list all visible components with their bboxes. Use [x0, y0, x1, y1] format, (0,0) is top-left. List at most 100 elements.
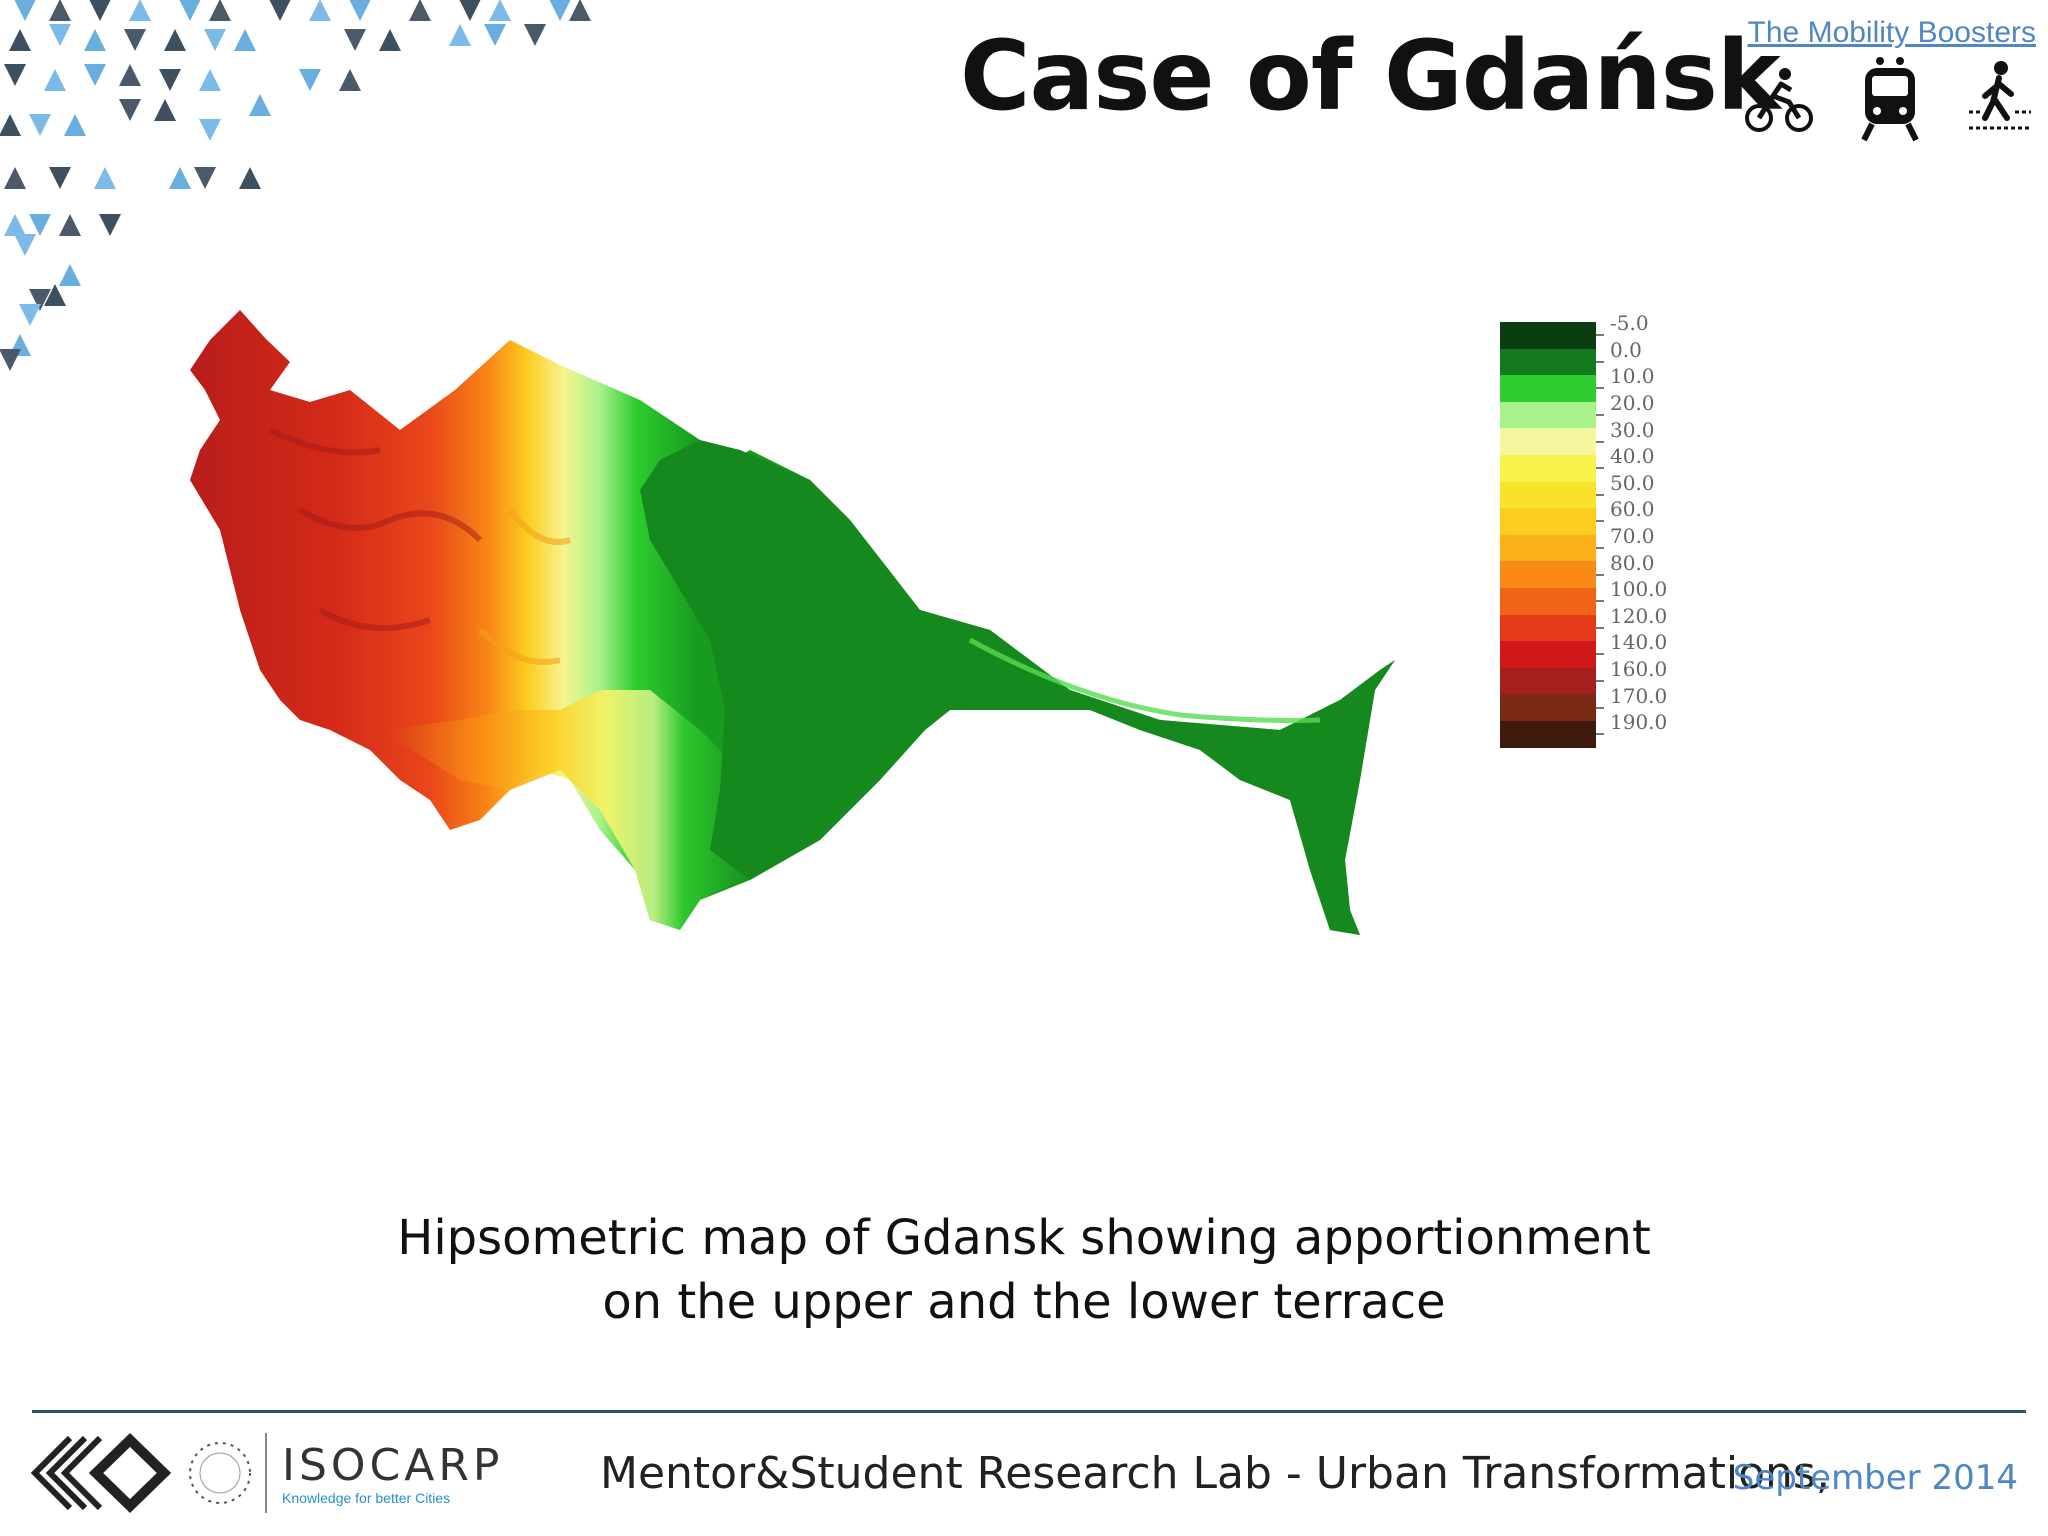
legend-tick [1596, 547, 1604, 550]
legend-swatch [1500, 481, 1596, 509]
legend-label: 170.0 [1610, 683, 1668, 708]
footer-logos [30, 1433, 267, 1513]
triangle-shape [204, 29, 226, 51]
legend-tick [1596, 626, 1604, 629]
triangle-shape [449, 24, 471, 46]
legend-swatch [1500, 322, 1596, 349]
triangle-shape [99, 214, 121, 236]
triangle-shape [309, 0, 331, 21]
triangle-shape [199, 119, 221, 141]
triangle-shape [199, 69, 221, 91]
triangle-shape [524, 24, 546, 46]
triangle-shape [379, 29, 401, 51]
triangle-shape [249, 94, 271, 116]
legend-swatch [1500, 348, 1596, 376]
legend-swatch [1500, 454, 1596, 482]
legend-tick [1596, 680, 1604, 683]
tram-icon [1861, 57, 1919, 142]
legend-row: 100.0 [1500, 577, 1667, 615]
legend-swatch [1500, 694, 1596, 721]
triangle-shape [49, 167, 71, 189]
legend-tick [1596, 334, 1604, 337]
footer-date: September 2014 [1732, 1458, 2018, 1498]
legend-row: 70.0 [1500, 524, 1667, 562]
footer-lab-title: Mentor&Student Research Lab - Urban Tran… [600, 1448, 1830, 1499]
legend-tick [1596, 387, 1604, 390]
triangle-shape [29, 214, 51, 236]
triangle-shape [344, 29, 366, 51]
triangle-shape [29, 289, 51, 311]
triangle-shape [549, 0, 571, 21]
triangle-shape [64, 114, 86, 136]
triangle-shape [339, 69, 361, 91]
legend-label: 40.0 [1610, 444, 1655, 469]
triangle-shape [164, 29, 186, 51]
triangle-shape [4, 214, 26, 236]
legend-label: 20.0 [1610, 391, 1655, 416]
triangle-shape [269, 0, 291, 21]
legend-row: -5.0 [1500, 311, 1667, 349]
legend-label: 160.0 [1610, 657, 1668, 682]
triangle-shape [59, 214, 81, 236]
legend-row: 80.0 [1500, 551, 1667, 588]
triangle-shape [459, 0, 481, 21]
mobility-boosters-link[interactable]: The Mobility Boosters [1747, 16, 2036, 49]
page-title: Case of Gdańsk [960, 20, 1781, 132]
isocarp-tagline: Knowledge for better Cities [282, 1490, 451, 1506]
triangle-shape [349, 0, 371, 21]
legend-row: 50.0 [1500, 471, 1667, 509]
legend-row: 30.0 [1500, 418, 1667, 455]
legend-tick [1596, 440, 1604, 443]
triangle-shape [129, 0, 151, 21]
legend-swatch [1500, 534, 1596, 562]
triangle-shape [489, 0, 511, 21]
triangle-shape [89, 0, 111, 21]
triangle-shape [14, 234, 36, 256]
legend-label: 140.0 [1610, 630, 1668, 655]
decorative-triangle-pattern [0, 0, 591, 371]
legend-swatch [1500, 401, 1596, 429]
legend-swatch [1500, 428, 1596, 455]
legend-tick [1596, 414, 1604, 417]
triangle-shape [169, 167, 191, 189]
legend-tick [1596, 653, 1604, 656]
legend-swatch [1500, 587, 1596, 615]
legend-label: 60.0 [1610, 497, 1655, 522]
triangle-shape [84, 64, 106, 86]
legend-label: 100.0 [1610, 577, 1668, 602]
legend-row: 170.0 [1500, 684, 1667, 721]
legend-row: 140.0 [1500, 630, 1667, 668]
caption-line-1: Hipsometric map of Gdansk showing apport… [397, 1210, 1651, 1266]
bicycle-icon [1745, 68, 1813, 132]
legend-swatch [1500, 508, 1596, 535]
triangle-shape [49, 24, 71, 46]
isocarp-seal-icon [189, 1442, 251, 1504]
legend-tick [1596, 467, 1604, 470]
triangle-shape [159, 69, 181, 91]
legend-tick [1596, 733, 1604, 736]
triangle-shape [44, 284, 66, 306]
legend-row: 40.0 [1500, 444, 1667, 482]
triangle-shape [569, 0, 591, 21]
legend-label: 190.0 [1610, 710, 1668, 735]
triangle-shape [299, 69, 321, 91]
triangle-shape [4, 64, 26, 86]
mobility-mode-icons [1745, 56, 2040, 142]
triangle-shape [234, 29, 256, 51]
legend-tick [1596, 360, 1604, 363]
triangle-shape [44, 69, 66, 91]
partner-logo-icon [30, 1433, 172, 1513]
triangle-shape [179, 0, 201, 21]
legend-row: 160.0 [1500, 657, 1667, 695]
legend-swatch [1500, 641, 1596, 668]
hypsometric-map [190, 310, 1395, 935]
triangle-shape [59, 264, 81, 286]
triangle-shape [154, 99, 176, 121]
legend-label: 30.0 [1610, 417, 1655, 442]
triangle-shape [49, 0, 71, 21]
legend-row: 10.0 [1500, 364, 1667, 402]
legend-label: 50.0 [1610, 470, 1655, 495]
triangle-shape [194, 167, 216, 189]
pedestrian-icon [1969, 61, 2031, 130]
triangle-shape [119, 99, 141, 121]
